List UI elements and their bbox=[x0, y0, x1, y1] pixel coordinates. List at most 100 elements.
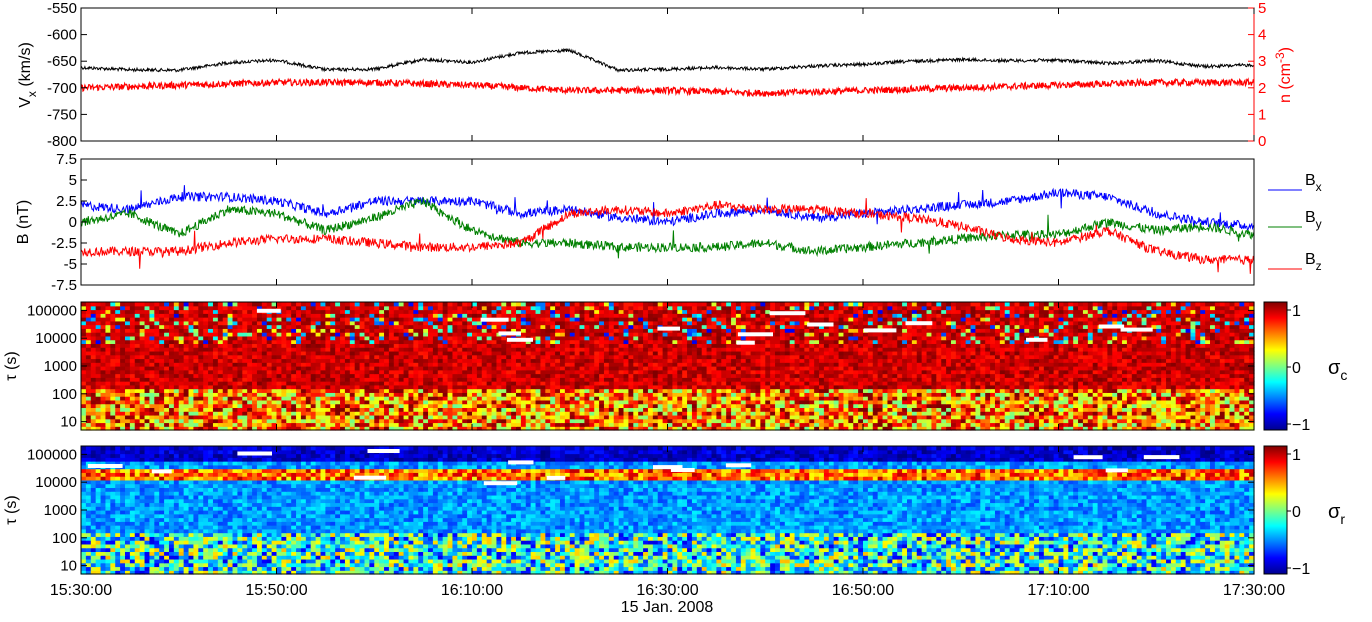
heatmap-cell bbox=[906, 366, 913, 371]
heatmap-cell bbox=[1004, 414, 1011, 420]
heatmap-cell bbox=[1073, 399, 1079, 405]
heatmap-cell bbox=[540, 422, 546, 427]
heatmap-cell bbox=[599, 407, 605, 412]
heatmap-cell bbox=[779, 392, 786, 397]
heatmap-cell bbox=[222, 350, 229, 356]
heatmap-cell bbox=[423, 362, 429, 367]
heatmap-cell bbox=[1092, 407, 1099, 412]
heatmap-cell bbox=[1229, 384, 1236, 390]
heatmap-cell bbox=[672, 377, 678, 382]
heatmap-cell bbox=[530, 377, 537, 382]
heatmap-cell bbox=[90, 426, 97, 431]
heatmap-cell bbox=[501, 381, 507, 386]
heatmap-cell bbox=[936, 362, 942, 367]
heatmap-cell bbox=[325, 422, 331, 427]
heatmap-cell bbox=[388, 407, 395, 412]
heatmap-cell bbox=[1151, 399, 1157, 405]
heatmap-cell bbox=[1117, 392, 1123, 397]
heatmap-cell bbox=[1097, 396, 1104, 401]
heatmap-cell bbox=[81, 396, 87, 401]
heatmap-cell bbox=[701, 369, 708, 375]
heatmap-cell bbox=[359, 396, 366, 401]
heatmap-cell bbox=[437, 366, 444, 371]
heatmap-cell bbox=[452, 418, 458, 424]
heatmap-cell bbox=[1058, 354, 1064, 360]
heatmap-cell bbox=[530, 354, 537, 360]
heatmap-cell bbox=[496, 392, 502, 397]
heatmap-cell bbox=[1058, 411, 1064, 416]
heatmap-cell bbox=[540, 411, 546, 416]
heatmap-cell bbox=[990, 396, 996, 401]
heatmap-cell bbox=[149, 358, 155, 363]
heatmap-cell bbox=[1136, 381, 1143, 386]
heatmap-cell bbox=[100, 426, 107, 431]
heatmap-cell bbox=[574, 358, 581, 363]
heatmap-cell bbox=[1014, 426, 1020, 431]
heatmap-cell bbox=[589, 358, 595, 363]
heatmap-cell bbox=[203, 418, 209, 424]
heatmap-cell bbox=[388, 392, 395, 397]
heatmap-cell bbox=[1024, 414, 1030, 420]
heatmap-cell bbox=[193, 418, 199, 424]
heatmap-cell bbox=[525, 354, 532, 360]
heatmap-cell bbox=[706, 403, 713, 409]
heatmap-cell bbox=[882, 426, 889, 431]
heatmap-cell bbox=[838, 407, 845, 412]
heatmap-cell bbox=[843, 373, 849, 378]
heatmap-cell bbox=[1249, 369, 1255, 375]
heatmap-cell bbox=[198, 384, 204, 390]
heatmap-cell bbox=[643, 403, 649, 409]
heatmap-cell bbox=[711, 411, 717, 416]
heatmap-cell bbox=[559, 399, 566, 405]
heatmap-cell bbox=[555, 381, 561, 386]
heatmap-cell bbox=[212, 381, 219, 386]
heatmap-cell bbox=[1038, 373, 1045, 378]
heatmap-cell bbox=[775, 369, 781, 375]
heatmap-cell bbox=[168, 369, 175, 375]
heatmap-cell bbox=[809, 392, 815, 397]
heatmap-cell bbox=[1175, 381, 1182, 386]
heatmap-cell bbox=[706, 411, 713, 416]
heatmap-cell bbox=[863, 366, 869, 371]
heatmap-cell bbox=[872, 377, 879, 382]
heatmap-cell bbox=[222, 354, 229, 360]
heatmap-cell bbox=[936, 381, 942, 386]
heatmap-cell bbox=[515, 388, 522, 393]
heatmap-cell bbox=[310, 426, 317, 431]
heatmap-cell bbox=[379, 358, 385, 363]
heatmap-cell bbox=[638, 369, 644, 375]
heatmap-cell bbox=[1234, 403, 1240, 409]
heatmap-cell bbox=[1014, 399, 1020, 405]
heatmap-cell bbox=[672, 399, 678, 405]
heatmap-cell bbox=[921, 407, 928, 412]
heatmap-cell bbox=[990, 426, 996, 431]
heatmap-cell bbox=[300, 418, 307, 424]
heatmap-cell bbox=[227, 354, 234, 360]
heatmap-cell bbox=[765, 396, 771, 401]
heatmap-cell bbox=[794, 354, 801, 360]
heatmap-cell bbox=[1092, 414, 1099, 420]
heatmap-cell bbox=[955, 399, 962, 405]
heatmap-cell bbox=[545, 377, 551, 382]
heatmap-cell bbox=[105, 418, 111, 424]
heatmap-cell bbox=[1249, 388, 1255, 393]
heatmap-cell bbox=[403, 381, 410, 386]
heatmap-cell bbox=[491, 377, 498, 382]
heatmap-cell bbox=[1004, 354, 1011, 360]
heatmap-cell bbox=[325, 384, 331, 390]
heatmap-cell bbox=[794, 403, 801, 409]
heatmap-cell bbox=[706, 414, 713, 420]
heatmap-cell bbox=[129, 388, 136, 393]
heatmap-cell bbox=[584, 399, 590, 405]
heatmap-cell bbox=[252, 381, 258, 386]
heatmap-cell bbox=[623, 399, 629, 405]
heatmap-cell bbox=[921, 396, 928, 401]
heatmap-cell bbox=[823, 358, 830, 363]
heatmap-cell bbox=[882, 399, 889, 405]
heatmap-cell bbox=[1166, 407, 1172, 412]
heatmap-cell bbox=[310, 366, 317, 371]
heatmap-cell bbox=[237, 362, 243, 367]
heatmap-cell bbox=[809, 377, 815, 382]
heatmap-cell bbox=[100, 358, 107, 363]
heatmap-cell bbox=[941, 411, 947, 416]
